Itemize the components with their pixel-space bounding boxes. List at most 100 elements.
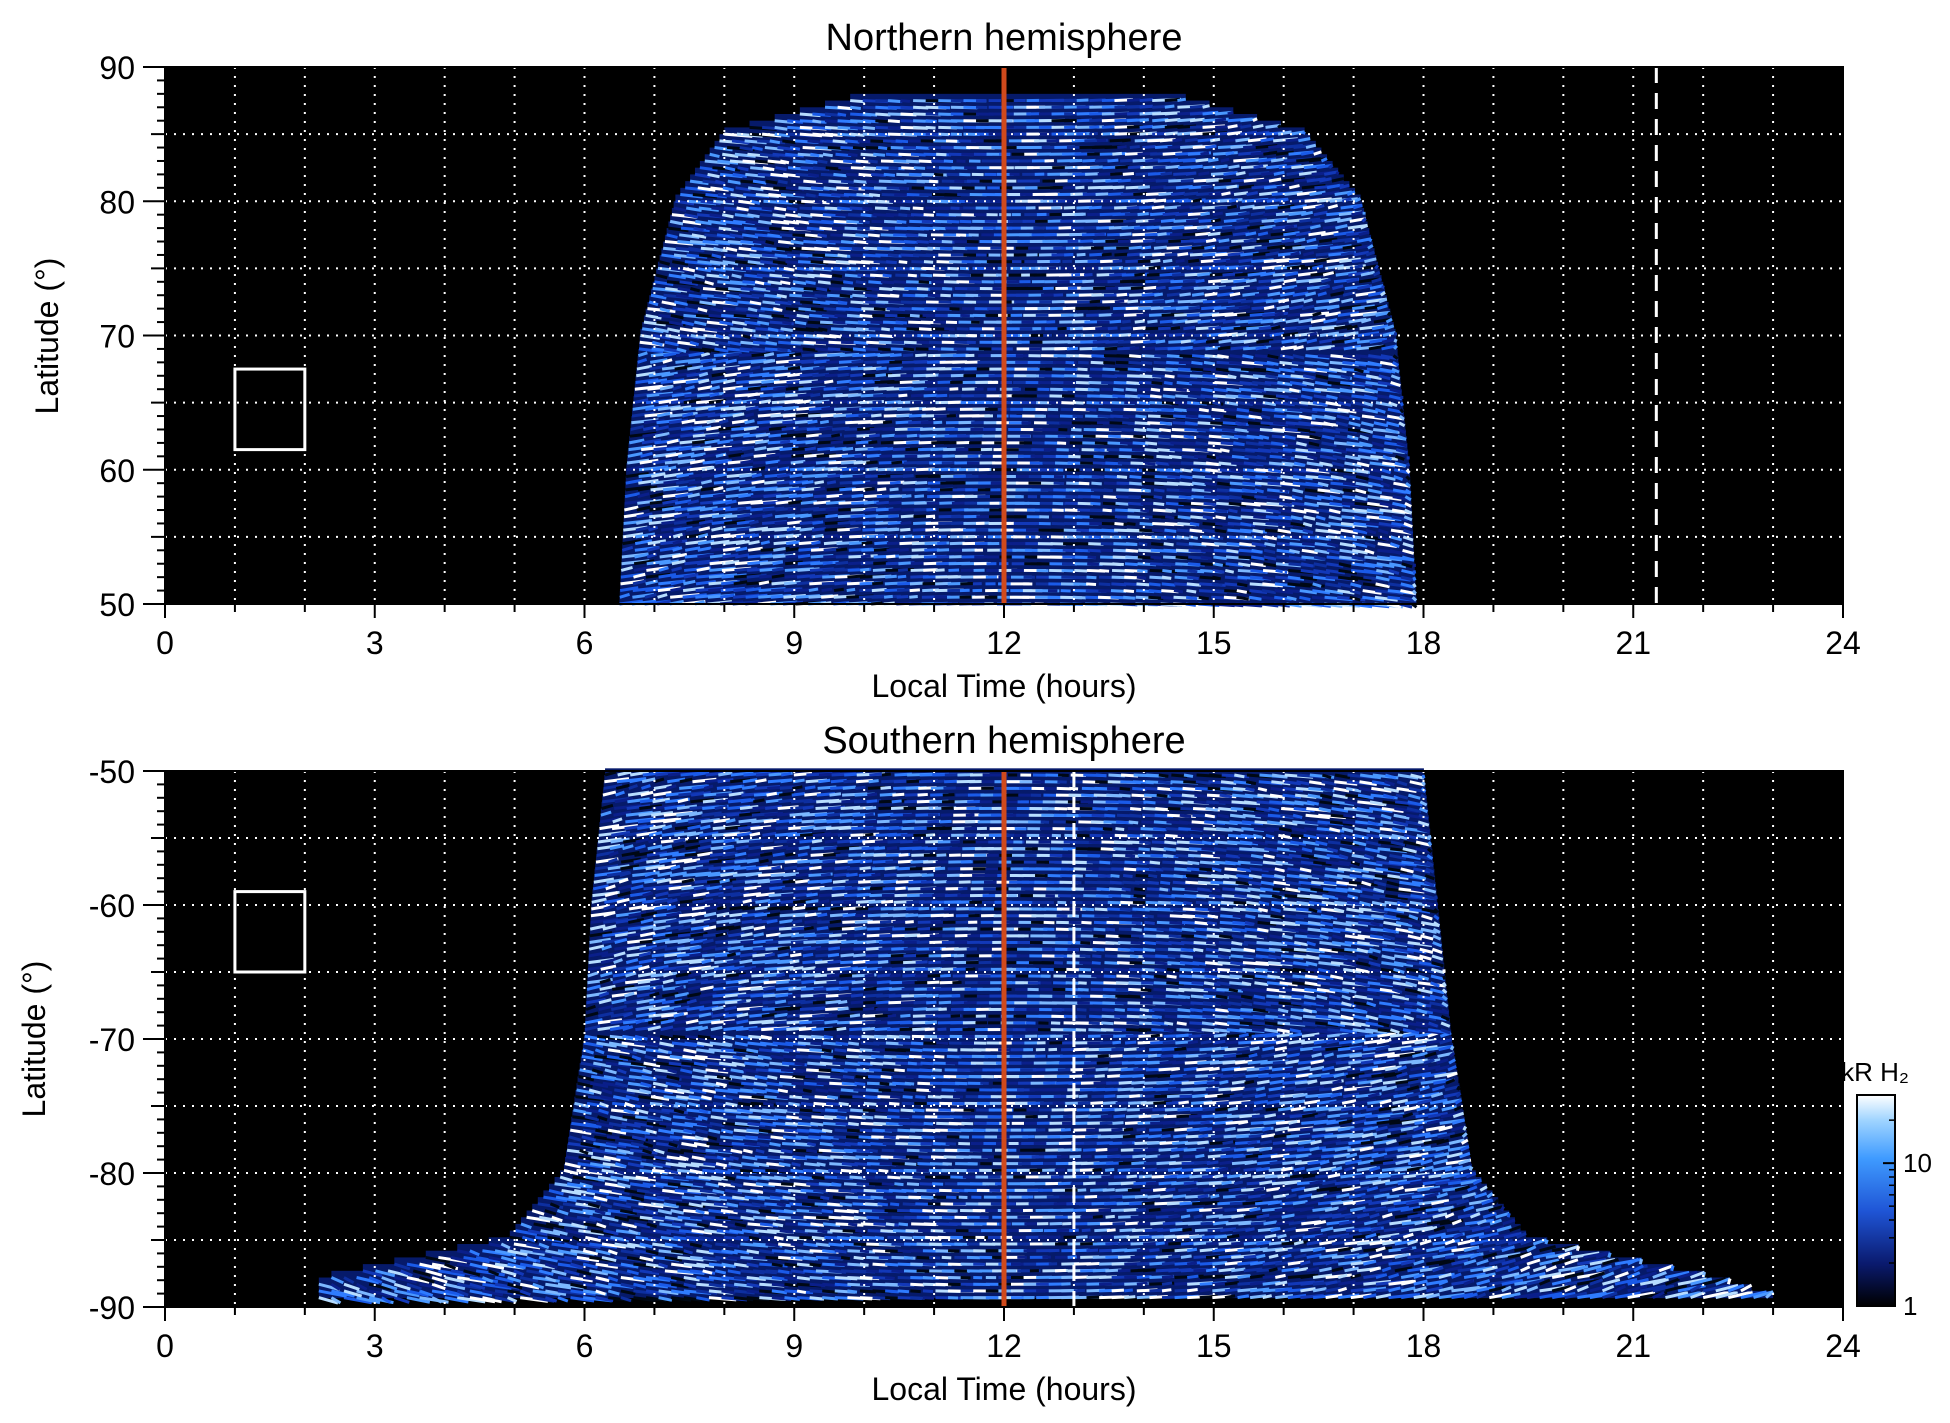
emission-streak (895, 139, 909, 144)
emission-streak (1098, 407, 1113, 412)
emission-streak (1068, 454, 1081, 459)
emission-streak (1399, 402, 1404, 407)
emission-streak (1251, 542, 1267, 548)
emission-streak (772, 307, 783, 312)
emission-streak (1399, 408, 1405, 414)
emission-streak (1309, 434, 1322, 441)
emission-streak (776, 293, 787, 299)
emission-streak (817, 233, 828, 238)
emission-streak (855, 159, 871, 164)
emission-streak (1164, 131, 1178, 136)
emission-streak (1355, 474, 1369, 481)
emission-band (632, 402, 1404, 410)
emission-streak (758, 580, 770, 586)
emission-streak (1067, 286, 1078, 291)
emission-streak (733, 580, 748, 586)
emission-streak (925, 528, 939, 532)
emission-streak (1076, 374, 1091, 378)
emission-streak (842, 446, 854, 452)
emission-streak (1163, 542, 1174, 547)
emission-streak (1189, 117, 1205, 123)
emission-streak (1367, 488, 1383, 495)
emission-streak (684, 546, 701, 552)
emission-streak (910, 1296, 925, 1300)
emission-streak (675, 479, 696, 485)
emission-streak (1250, 562, 1267, 568)
emission-streak (1381, 468, 1392, 475)
emission-streak (1402, 542, 1414, 549)
emission-streak (1234, 427, 1249, 433)
emission-streak (695, 405, 716, 411)
emission-streak (1258, 434, 1270, 440)
emission-streak (1104, 468, 1120, 473)
emission-streak (862, 112, 878, 117)
emission-streak (1191, 360, 1203, 366)
emission-streak (1148, 589, 1162, 594)
emission-streak (889, 487, 899, 492)
emission-streak (936, 548, 950, 552)
emission-streak (1275, 1280, 1288, 1286)
emission-streak (1077, 367, 1088, 372)
emission-streak (1131, 454, 1145, 459)
emission-streak (1402, 535, 1414, 542)
emission-streak (1180, 468, 1192, 473)
emission-streak (888, 507, 902, 512)
emission-streak (883, 594, 893, 599)
emission-streak (1150, 555, 1162, 560)
emission-streak (1299, 595, 1311, 602)
emission-streak (1397, 434, 1407, 441)
x-axis-label: Local Time (hours) (872, 668, 1137, 704)
emission-streak (1260, 137, 1275, 143)
emission-streak (727, 179, 741, 185)
emission-streak (1266, 360, 1279, 366)
y-tick-label: 70 (99, 319, 135, 355)
emission-streak (777, 179, 788, 185)
emission-streak (1185, 595, 1198, 601)
emission-streak (1352, 528, 1368, 535)
emission-streak (1089, 299, 1101, 304)
emission-streak (1206, 454, 1217, 460)
emission-streak (1155, 461, 1170, 466)
emission-streak (1303, 515, 1316, 521)
emission-streak (847, 1289, 858, 1294)
emission-streak (1279, 495, 1296, 501)
emission-streak (1221, 191, 1231, 197)
emission-streak (1395, 454, 1405, 461)
emission-streak (1205, 461, 1219, 467)
emission-streak (722, 553, 739, 559)
emission-streak (1087, 548, 1102, 553)
emission-streak (1089, 118, 1103, 123)
emission-streak (652, 458, 673, 465)
emission-streak (657, 593, 668, 599)
emission-streak (1229, 354, 1245, 359)
emission-streak (1112, 387, 1124, 392)
emission-streak (731, 419, 749, 425)
emission-streak (1161, 1288, 1172, 1293)
emission-streak (1338, 575, 1359, 582)
emission-streak (1255, 345, 1267, 351)
emission-streak (1288, 555, 1306, 561)
emission-streak (637, 485, 658, 492)
emission-streak (1116, 292, 1128, 297)
emission-streak (1208, 325, 1222, 331)
emission-streak (632, 579, 647, 586)
emission-streak (909, 595, 918, 599)
emission-streak (1137, 568, 1148, 573)
emission-streak (668, 418, 689, 425)
emission-streak (705, 425, 722, 431)
emission-streak (1179, 481, 1194, 487)
emission-streak (887, 206, 901, 211)
emission-streak (887, 119, 901, 124)
emission-streak (1277, 130, 1292, 136)
emission-streak (1328, 515, 1343, 521)
emission-streak (1351, 548, 1368, 555)
emission-streak (933, 420, 943, 425)
emission-streak (829, 334, 842, 339)
emission-streak (1128, 360, 1143, 365)
emission-streak (874, 541, 889, 546)
emission-streak (847, 152, 858, 157)
emission-streak (769, 139, 781, 145)
emission-band (625, 483, 1411, 491)
emission-streak (1196, 434, 1211, 440)
emission-streak (1166, 292, 1181, 297)
